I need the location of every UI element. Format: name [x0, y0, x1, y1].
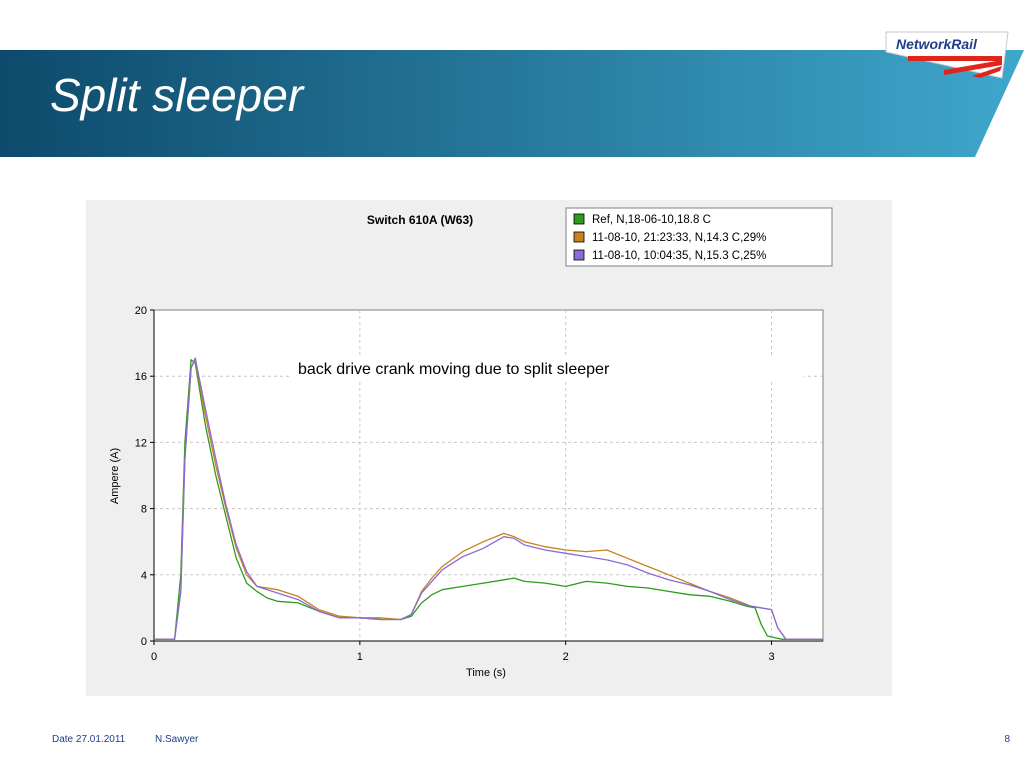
chart-title: Switch 610A (W63): [367, 213, 473, 227]
y-tick-label: 8: [141, 504, 147, 516]
y-tick-label: 20: [135, 305, 147, 317]
legend-box: [565, 207, 833, 267]
y-tick-label: 16: [135, 371, 147, 383]
footer-author: N.Sawyer: [155, 734, 199, 745]
series-lines: [154, 357, 823, 640]
x-tick-label: 1: [357, 651, 363, 663]
footer-date: Date 27.01.2011: [52, 734, 126, 745]
series-line-2: [154, 359, 823, 640]
legend-swatch: [573, 231, 585, 243]
network-rail-logo: NetworkRail: [885, 31, 1009, 79]
y-axis-label: Ampere (A): [109, 448, 121, 504]
legend-entry: 11-08-10, 21:23:33, N,14.3 C,29%: [592, 232, 766, 244]
y-tick-label: 12: [135, 437, 147, 449]
page-number: 8: [1004, 734, 1010, 745]
logo-text: NetworkRail: [896, 36, 978, 52]
chart-annotation: back drive crank moving due to split sle…: [298, 361, 610, 378]
x-axis-label: Time (s): [466, 667, 506, 679]
x-tick-label: 0: [151, 651, 157, 663]
y-tick-label: 0: [141, 636, 147, 648]
legend-swatch: [573, 213, 585, 225]
chart-panel: 0 4 8 12 16 20 0 1 2 3 Ref, N,18-06-10,18.8 C 11-0…: [86, 200, 892, 696]
y-tick-label: 4: [141, 570, 147, 582]
legend-entry: 11-08-10, 10:04:35, N,15.3 C,25%: [592, 250, 766, 262]
legend-entry: Ref, N,18-06-10,18.8 C: [592, 214, 711, 226]
annotation-background: [292, 355, 804, 382]
legend-swatch: [573, 249, 585, 261]
legend: Ref, N,18-06-10,18.8 C 11-08-10, 21:23:33…: [565, 207, 833, 267]
x-tick-label: 3: [768, 651, 774, 663]
series-line-3: [154, 357, 823, 640]
slide-title: Split sleeper: [50, 69, 304, 121]
title-banner: [0, 50, 1024, 157]
series-line-1: [154, 359, 823, 640]
x-tick-label: 2: [563, 651, 569, 663]
